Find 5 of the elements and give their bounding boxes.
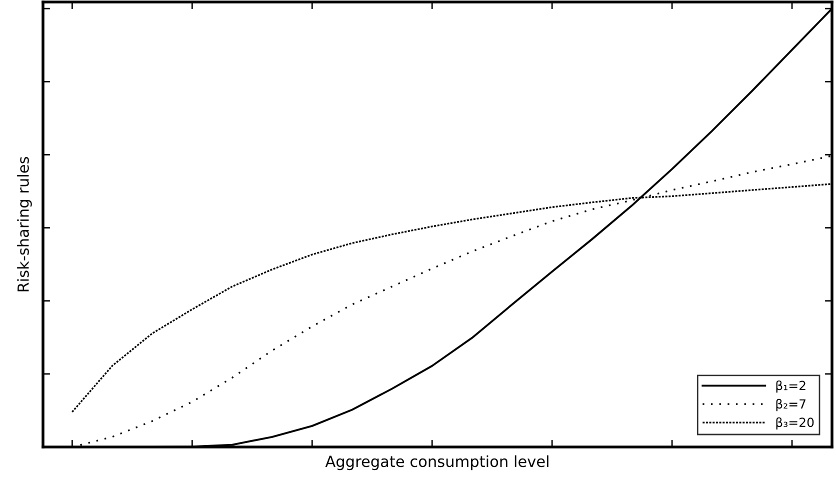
legend-label: β₂=7: [776, 398, 806, 412]
y-axis-title: Risk-sharing rules: [17, 156, 32, 292]
legend-label: β₃=20: [776, 417, 814, 430]
legend-label: β₁=2: [776, 380, 806, 393]
x-axis-title: Aggregate consumption level: [325, 455, 548, 470]
